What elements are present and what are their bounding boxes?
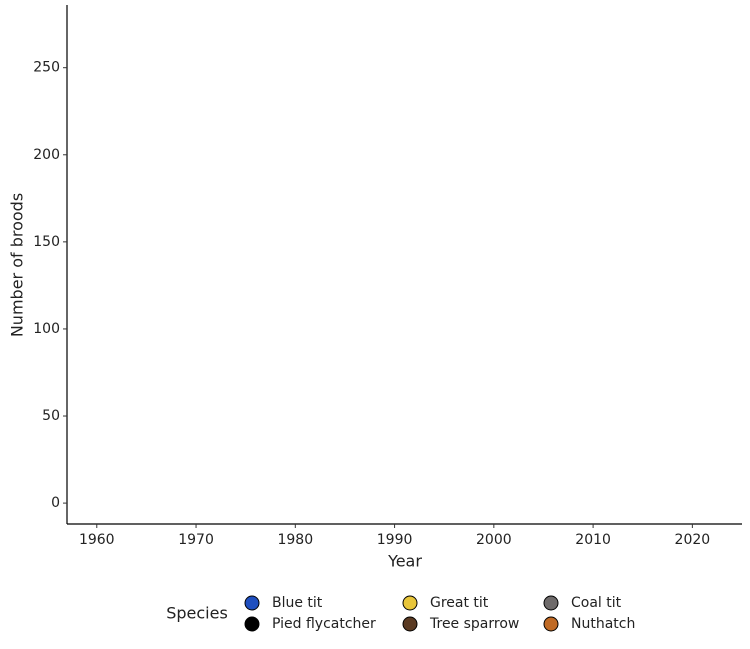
legend-label: Coal tit bbox=[571, 595, 622, 611]
legend-title: Species bbox=[166, 604, 228, 623]
legend-marker bbox=[244, 595, 260, 611]
legend-marker bbox=[543, 595, 559, 611]
x-tick-label: 2020 bbox=[675, 532, 711, 548]
legend-marker bbox=[402, 616, 418, 632]
legend-label: Blue tit bbox=[272, 595, 323, 611]
legend-marker bbox=[244, 616, 260, 632]
x-tick-label: 2000 bbox=[476, 532, 512, 548]
x-tick-label: 1990 bbox=[377, 532, 413, 548]
legend-label: Great tit bbox=[430, 595, 489, 611]
y-tick-label: 250 bbox=[33, 60, 60, 76]
y-axis-label: Number of broods bbox=[8, 193, 27, 337]
x-tick-label: 1980 bbox=[277, 532, 313, 548]
legend-label: Nuthatch bbox=[571, 616, 635, 632]
y-tick-label: 100 bbox=[33, 321, 60, 337]
x-tick-label: 1970 bbox=[178, 532, 214, 548]
legend-marker bbox=[543, 616, 559, 632]
legend-label: Tree sparrow bbox=[429, 616, 519, 632]
y-tick-label: 50 bbox=[42, 408, 60, 424]
y-tick-label: 200 bbox=[33, 147, 60, 163]
y-tick-label: 0 bbox=[51, 495, 60, 511]
x-axis-label: Year bbox=[387, 552, 422, 571]
y-tick-label: 150 bbox=[33, 234, 60, 250]
legend-label: Pied flycatcher bbox=[272, 616, 376, 632]
x-tick-label: 2010 bbox=[575, 532, 611, 548]
legend-marker bbox=[402, 595, 418, 611]
x-tick-label: 1960 bbox=[79, 532, 115, 548]
